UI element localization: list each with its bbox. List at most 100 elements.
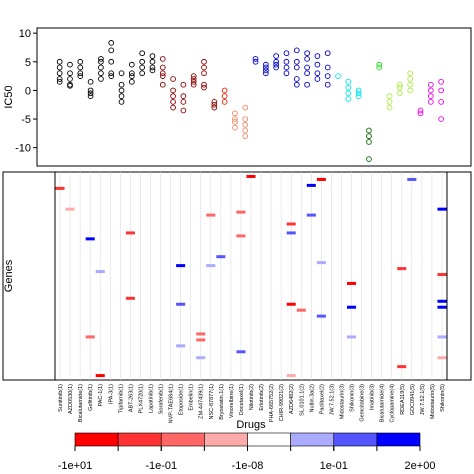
point (190, 81, 197, 88)
cell (437, 299, 447, 303)
point (293, 64, 300, 71)
x-tick-label: Shikonin(5) (440, 384, 446, 412)
point (366, 156, 372, 162)
colorbar-tick-label: 1e-01 (320, 460, 348, 472)
point (293, 76, 300, 82)
point (304, 56, 310, 62)
cell (437, 335, 447, 339)
point (87, 78, 94, 85)
point (263, 70, 269, 77)
cell (296, 308, 306, 312)
x-tick-label: GDC0941(5) (410, 384, 416, 415)
colorbar-segment (333, 432, 378, 447)
point (56, 70, 63, 77)
x-tick-label: PHA-665752(2) (269, 384, 275, 422)
point (56, 78, 63, 85)
point (170, 99, 176, 105)
point (159, 64, 166, 71)
x-tick-label: JW.7.52.1(5) (420, 384, 426, 415)
cell (346, 305, 357, 309)
point (221, 93, 228, 99)
point (427, 81, 434, 88)
cell (246, 174, 256, 178)
point (397, 90, 403, 97)
x-tick-label: Imatinib(3) (370, 384, 376, 410)
point (77, 58, 84, 65)
point (56, 58, 63, 65)
point (67, 82, 73, 89)
x-tick-label: Gefitinib(1) (88, 384, 94, 411)
x-tick-label: Erlotinib(2) (259, 384, 265, 411)
colorbar-tick-label: -1e+01 (58, 460, 93, 472)
x-axis-label: Drugs (236, 419, 266, 431)
bottom-panel-frame (2, 171, 472, 381)
point (139, 70, 145, 77)
point (314, 61, 321, 68)
point (273, 61, 280, 68)
point (314, 53, 321, 59)
point (242, 104, 249, 111)
x-tick-label: PLX4720(1) (138, 384, 144, 414)
point (56, 64, 63, 71)
point (108, 70, 115, 77)
point (304, 64, 310, 71)
point (118, 81, 125, 88)
point (242, 121, 249, 128)
point (252, 56, 259, 62)
colorbar-segment (290, 432, 335, 447)
cell (236, 234, 246, 238)
point (386, 104, 393, 111)
x-tick-label: Vinorelbine(1) (229, 384, 235, 418)
point (407, 70, 414, 77)
point (149, 64, 156, 71)
point (108, 58, 115, 65)
point (67, 76, 73, 82)
point (293, 47, 300, 54)
point (149, 58, 156, 65)
cell (316, 314, 326, 318)
colorbar-tick-label: -1e-01 (145, 460, 177, 472)
point (118, 93, 125, 99)
point (170, 76, 176, 82)
point (201, 81, 207, 88)
point (170, 93, 176, 99)
point (159, 81, 166, 88)
point (376, 61, 383, 68)
y-tick-label: 10 (19, 28, 31, 40)
cell (437, 356, 447, 360)
point (273, 58, 280, 65)
point (98, 70, 104, 77)
point (345, 78, 352, 85)
cell (286, 222, 296, 226)
point (159, 70, 166, 77)
point (221, 99, 228, 105)
point (98, 64, 104, 71)
x-tick-label: Midostaurin(5) (430, 384, 436, 419)
point (427, 99, 434, 105)
point (438, 87, 444, 94)
cell (346, 281, 357, 285)
point (56, 76, 63, 82)
point (386, 93, 393, 99)
cell (316, 261, 326, 265)
point (108, 47, 115, 54)
point (438, 78, 444, 85)
point (201, 70, 207, 77)
point (417, 107, 424, 114)
point (139, 58, 145, 65)
cell (286, 231, 296, 235)
point (201, 58, 207, 65)
point (201, 64, 207, 71)
point (427, 87, 434, 94)
cell (176, 264, 186, 268)
point (355, 90, 362, 97)
point (128, 70, 135, 77)
top-panel-frame (36, 27, 472, 167)
point (366, 127, 372, 134)
point (386, 99, 393, 105)
cell (125, 296, 135, 300)
point (366, 139, 372, 145)
cell (65, 207, 75, 211)
